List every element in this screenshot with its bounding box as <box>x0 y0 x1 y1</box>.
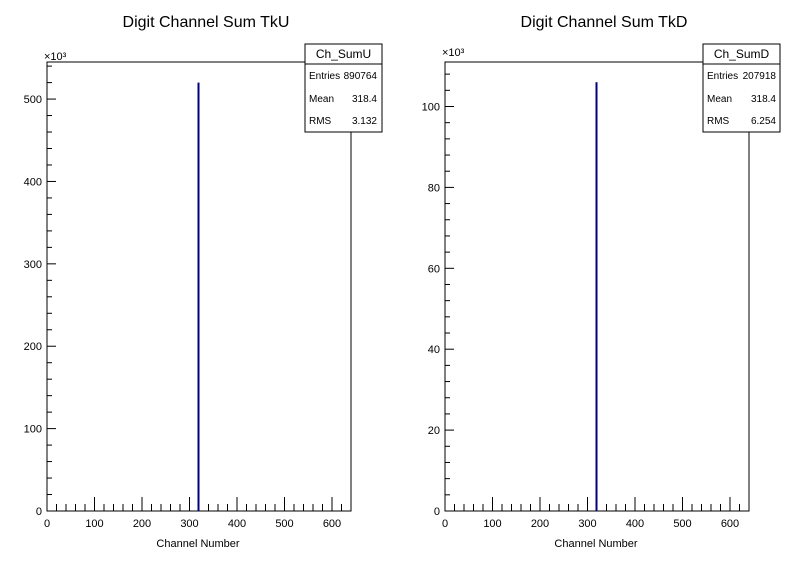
x-tick-label: 400 <box>228 518 246 530</box>
y-multiplier-label: ×10³ <box>44 51 67 63</box>
x-tick-label: 500 <box>673 518 691 530</box>
stats-entries-value: 207918 <box>743 71 777 82</box>
stats-rms-value: 3.132 <box>352 116 377 127</box>
stats-box-frame <box>304 43 383 133</box>
stats-entries-value: 890764 <box>344 71 378 82</box>
chart-title: Digit Channel Sum TkD <box>521 14 688 31</box>
y-tick-label: 500 <box>24 94 42 106</box>
chart-panel-tku: Digit Channel Sum TkU Channel Number ×10… <box>24 14 383 550</box>
histogram-bar <box>197 82 200 512</box>
stats-box-name: Ch_SumD <box>714 47 770 61</box>
stats-box-name: Ch_SumU <box>316 47 371 61</box>
y-tick-label: 20 <box>428 425 440 437</box>
x-tick-label: 600 <box>323 518 341 530</box>
x-tick-label: 100 <box>85 518 103 530</box>
stats-mean-label: Mean <box>707 94 732 105</box>
stats-box: Ch_SumD Entries 207918 Mean 318.4 RMS 6.… <box>702 43 781 133</box>
x-tick-label: 300 <box>180 518 198 530</box>
x-tick-label: 100 <box>483 518 501 530</box>
stats-box-frame <box>702 43 781 133</box>
y-tick-label: 100 <box>24 424 42 436</box>
x-tick-label: 500 <box>275 518 293 530</box>
stats-box: Ch_SumU Entries 890764 Mean 318.4 RMS 3.… <box>304 43 383 133</box>
axes: 0 100 200 300 400 500 600 0 20 40 60 80 100 <box>422 61 750 530</box>
y-tick-label: 300 <box>24 259 42 271</box>
stats-entries-label: Entries <box>707 71 738 82</box>
y-tick-label: 400 <box>24 176 42 188</box>
x-axis-label: Channel Number <box>156 538 239 550</box>
y-tick-label: 60 <box>428 263 440 275</box>
stats-rms-label: RMS <box>309 116 332 127</box>
x-axis-label: Channel Number <box>554 538 637 550</box>
y-tick-label: 100 <box>422 101 440 113</box>
histogram-bar <box>595 82 598 512</box>
x-tick-label: 200 <box>531 518 549 530</box>
chart-title: Digit Channel Sum TkU <box>123 14 290 31</box>
axes: 0 100 200 300 400 500 600 0 100 200 300 400 500 <box>24 61 352 530</box>
y-tick-label: 40 <box>428 344 440 356</box>
x-tick-label: 200 <box>133 518 151 530</box>
stats-entries-label: Entries <box>309 71 340 82</box>
chart-panel-tkd: Digit Channel Sum TkD Channel Number ×10… <box>422 14 781 550</box>
x-tick-label: 600 <box>721 518 739 530</box>
y-tick-label: 80 <box>428 182 440 194</box>
x-tick-label: 300 <box>578 518 596 530</box>
y-multiplier-label: ×10³ <box>442 47 465 59</box>
stats-rms-label: RMS <box>707 116 730 127</box>
stats-mean-value: 318.4 <box>352 94 377 105</box>
stats-mean-value: 318.4 <box>751 94 776 105</box>
x-tick-label: 400 <box>626 518 644 530</box>
stats-mean-label: Mean <box>309 94 334 105</box>
stats-rms-value: 6.254 <box>751 116 776 127</box>
bars <box>595 82 598 512</box>
x-tick-label: 0 <box>44 518 50 530</box>
x-tick-label: 0 <box>442 518 448 530</box>
y-tick-label: 200 <box>24 341 42 353</box>
bars <box>197 82 200 512</box>
y-tick-label: 0 <box>434 506 440 518</box>
y-tick-label: 0 <box>36 506 42 518</box>
